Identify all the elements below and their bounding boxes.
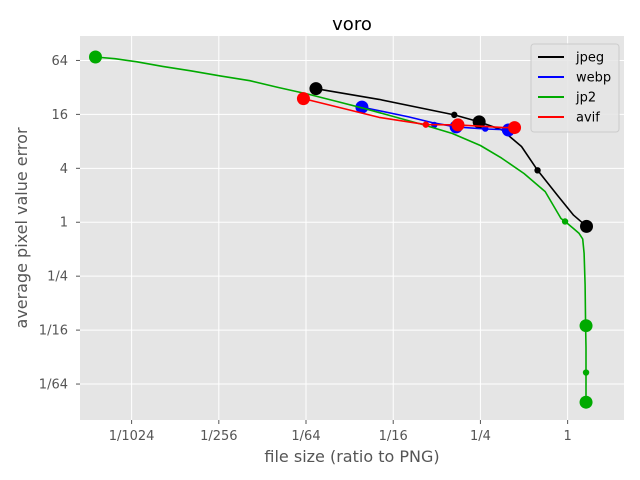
data-point-jp2 <box>561 218 569 225</box>
series-avif <box>296 92 522 135</box>
x-tick-label: 1/256 <box>200 429 237 444</box>
y-tick-label: 16 <box>51 108 68 123</box>
series-jpeg <box>309 82 594 233</box>
y-tick-label: 1/64 <box>39 378 68 393</box>
y-tick-label: 4 <box>60 162 68 177</box>
data-point-jp2 <box>579 395 593 409</box>
legend: jpeg webp jp2 avif <box>530 43 620 133</box>
x-tick-label: 1/1024 <box>109 429 155 444</box>
legend-label-avif: avif <box>576 111 600 126</box>
y-tick-label: 1/16 <box>39 324 68 339</box>
data-point-avif <box>422 121 430 128</box>
data-point-avif <box>451 118 465 132</box>
y-axis-label: average pixel value error <box>12 127 31 328</box>
series-jp2 <box>88 50 593 409</box>
y-axis: 64 16 4 1 1/4 1/16 1/64 <box>39 54 80 393</box>
legend-label-jpeg: jpeg <box>575 51 604 66</box>
data-point-jpeg <box>534 167 541 174</box>
y-tick-label: 1 <box>60 216 68 231</box>
data-point-jp2 <box>579 319 593 333</box>
data-point-jpeg <box>451 111 458 119</box>
chart-title: voro <box>332 14 372 35</box>
data-point-jpeg <box>580 219 594 233</box>
x-tick-label: 1/4 <box>470 429 491 444</box>
series-line-jp2 <box>95 56 587 403</box>
x-tick-label: 1/64 <box>291 429 320 444</box>
x-tick-label: 1 <box>563 429 571 444</box>
data-point-jp2 <box>582 369 590 376</box>
y-tick-label: 64 <box>51 54 68 69</box>
legend-label-webp: webp <box>576 71 611 86</box>
x-axis: 1/1024 1/256 1/64 1/16 1/4 1 <box>109 420 572 444</box>
data-point-jp2 <box>88 50 102 64</box>
y-tick-label: 1/4 <box>47 270 68 285</box>
x-tick-label: 1/16 <box>379 429 408 444</box>
data-point-jpeg <box>472 115 486 129</box>
series-layer <box>88 50 594 409</box>
data-point-jpeg <box>309 82 323 96</box>
data-point-avif <box>296 92 310 106</box>
series-line-jpeg <box>315 87 588 227</box>
legend-label-jp2: jp2 <box>575 91 596 106</box>
data-point-avif <box>508 121 522 135</box>
x-axis-label: file size (ratio to PNG) <box>264 447 439 466</box>
legend-box <box>530 43 620 133</box>
